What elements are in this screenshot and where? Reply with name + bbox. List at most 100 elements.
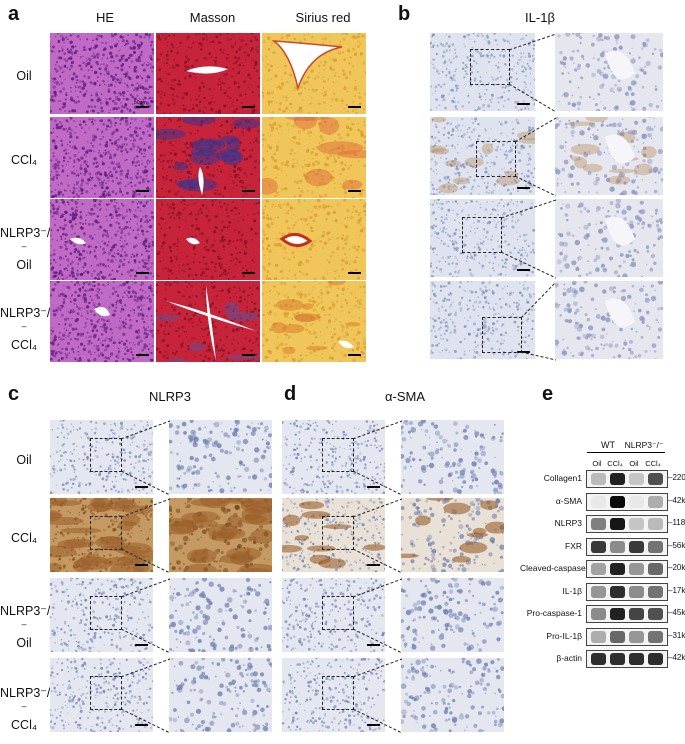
ihc-b-overview-3 bbox=[430, 199, 535, 277]
blot-label: Pro-IL-1β bbox=[546, 630, 582, 641]
blot-band bbox=[648, 473, 663, 485]
ihc-c-overview-2 bbox=[50, 498, 153, 572]
blot-kd: –118kd bbox=[668, 518, 685, 527]
row-label-c-ccl4: CCl₄ bbox=[11, 531, 37, 545]
blot-band bbox=[629, 585, 644, 598]
lane-label-2: CCl₄ bbox=[607, 459, 623, 468]
panel-a-letter: a bbox=[8, 3, 20, 25]
blot-band bbox=[629, 518, 644, 530]
blot-band bbox=[610, 473, 625, 485]
zoom-line bbox=[352, 470, 403, 496]
row-label-oil: Oil bbox=[16, 69, 32, 83]
zoom-line bbox=[514, 117, 557, 143]
blot-strip bbox=[586, 582, 668, 601]
micrograph-a-he-4 bbox=[50, 281, 154, 362]
blot-band bbox=[610, 608, 625, 620]
blot-band bbox=[591, 473, 606, 485]
zoom-box-ihc-c-3 bbox=[90, 596, 122, 630]
scale-bar bbox=[367, 486, 380, 488]
micrograph-a-masson-4 bbox=[156, 281, 260, 362]
ihc-d-zoom-1 bbox=[401, 420, 504, 494]
zoom-line bbox=[352, 708, 403, 734]
blot-label: IL-1β bbox=[562, 585, 582, 596]
row-label-nlrp3-ccl4: NLRP3⁻/⁻ CCl₄ bbox=[0, 306, 51, 352]
zoom-box-b-4 bbox=[482, 317, 522, 353]
blot-band bbox=[629, 473, 644, 485]
blot-strip bbox=[586, 627, 668, 646]
micrograph-a-he-3 bbox=[50, 199, 154, 280]
zoom-line bbox=[520, 281, 557, 319]
ihc-c-overview-4 bbox=[50, 658, 153, 732]
blot-band bbox=[610, 563, 625, 575]
blot-kd: –220kd bbox=[668, 473, 685, 482]
blot-band bbox=[610, 653, 625, 665]
ihc-b-zoom-3 bbox=[555, 199, 663, 277]
scale-bar bbox=[348, 354, 361, 356]
scale-bar bbox=[242, 190, 255, 192]
blot-band bbox=[591, 653, 606, 665]
panel-c-letter: c bbox=[8, 383, 20, 405]
micrograph-a-masson-3 bbox=[156, 199, 260, 280]
zoom-line bbox=[120, 498, 171, 518]
zoom-line bbox=[120, 420, 171, 440]
scale-bar bbox=[348, 272, 361, 274]
blot-band bbox=[591, 495, 606, 508]
panel-d-title: α-SMA bbox=[384, 389, 425, 404]
zoom-line bbox=[514, 175, 557, 197]
group-label-nlrp3: NLRP3⁻/⁻ bbox=[624, 440, 664, 450]
ihc-d-overview-1 bbox=[282, 420, 385, 494]
scale-bar bbox=[242, 272, 255, 274]
ihc-d-zoom-4 bbox=[401, 658, 504, 732]
blot-band bbox=[629, 563, 644, 575]
blot-band bbox=[591, 518, 606, 530]
ihc-b-zoom-2 bbox=[555, 117, 663, 195]
blot-strip bbox=[586, 560, 668, 578]
scale-bar bbox=[136, 190, 149, 192]
zoom-line bbox=[120, 548, 171, 574]
scale-bar bbox=[517, 103, 530, 105]
blot-kd: –17kd bbox=[668, 585, 685, 595]
ihc-d-overview-2 bbox=[282, 498, 385, 572]
blot-label: FXR bbox=[565, 540, 582, 551]
zoom-box-ihc-c-4 bbox=[90, 676, 122, 710]
zoom-box-ihc-d-2 bbox=[322, 516, 354, 550]
ihc-c-zoom-4 bbox=[169, 658, 272, 732]
blot-label: Pro-caspase-1 bbox=[526, 608, 582, 618]
scale-bar bbox=[135, 644, 148, 646]
zoom-line bbox=[352, 498, 403, 518]
group-line-nlrp3 bbox=[625, 452, 665, 453]
blot-strip bbox=[586, 650, 668, 668]
scale-bar bbox=[367, 644, 380, 646]
blot-band bbox=[610, 518, 625, 530]
micrograph-a-sirius-1 bbox=[262, 33, 366, 114]
zoom-box-b-2 bbox=[476, 141, 516, 177]
lane-label-1: Oil bbox=[592, 459, 602, 468]
scale-bar bbox=[348, 106, 361, 108]
column-title-masson: Masson bbox=[189, 10, 236, 25]
row-label-c-oil: Oil bbox=[16, 453, 32, 467]
zoom-line bbox=[520, 351, 557, 361]
row-label-c-nlrp3-ccl4: NLRP3⁻/⁻ CCl₄ bbox=[0, 686, 51, 732]
zoom-line bbox=[500, 251, 557, 279]
blot-band bbox=[629, 630, 644, 643]
ihc-b-zoom-1 bbox=[555, 33, 663, 111]
micrograph-a-he-2 bbox=[50, 117, 154, 198]
scale-bar bbox=[517, 351, 530, 353]
ihc-c-zoom-3 bbox=[169, 578, 272, 652]
scale-bar bbox=[367, 724, 380, 726]
ihc-c-zoom-1 bbox=[169, 420, 272, 494]
blot-kd: –31kd bbox=[668, 630, 685, 640]
panel-e-letter: e bbox=[542, 383, 554, 405]
zoom-box-ihc-c-1 bbox=[90, 438, 122, 472]
panel-b-title: IL-1β bbox=[525, 10, 555, 25]
group-line-wt bbox=[587, 452, 627, 453]
row-label-nlrp3-oil: NLRP3⁻/⁻ Oil bbox=[0, 226, 51, 272]
blot-band bbox=[591, 563, 606, 575]
blot-band bbox=[648, 540, 663, 553]
blot-band bbox=[629, 653, 644, 665]
zoom-line bbox=[352, 658, 403, 678]
blot-strip bbox=[586, 537, 668, 556]
zoom-line bbox=[352, 578, 403, 598]
blot-label: β-actin bbox=[556, 653, 582, 663]
blot-band bbox=[648, 495, 663, 508]
